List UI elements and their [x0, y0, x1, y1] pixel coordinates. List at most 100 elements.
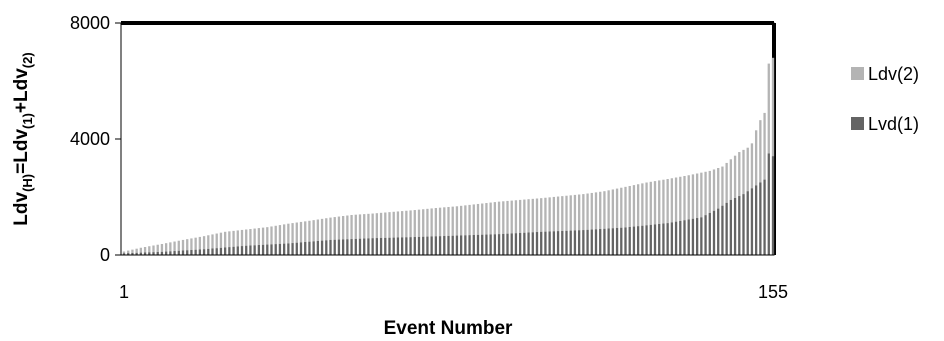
- bar-lvd1-20: [202, 249, 206, 255]
- bar-ldv2-84: [472, 204, 475, 235]
- bar-ldv2-79: [451, 206, 454, 236]
- bar-lvd1-67: [400, 237, 404, 255]
- bar-ldv2-155: [771, 57, 775, 157]
- bar-lvd1-43: [299, 242, 303, 255]
- bar-lvd1-104: [556, 231, 560, 255]
- bar-ldv2-19: [198, 236, 202, 250]
- bar-lvd1-97: [527, 232, 530, 255]
- bar-lvd1-130: [666, 223, 669, 255]
- bar-ldv2-2: [127, 250, 130, 254]
- bar-lvd1-76: [438, 236, 442, 255]
- bar-lvd1-37: [274, 244, 277, 255]
- y-title-plus: +: [11, 102, 32, 113]
- x-tick-label-last: 155: [758, 282, 788, 302]
- bar-ldv2-100: [540, 198, 543, 232]
- bar-ldv2-15: [181, 239, 185, 251]
- bar-ldv2-86: [481, 203, 484, 235]
- bar-ldv2-147: [738, 152, 741, 197]
- bar-lvd1-154: [767, 153, 770, 255]
- bar-lvd1-100: [540, 231, 543, 255]
- bar-ldv2-85: [476, 203, 480, 235]
- bar-lvd1-44: [304, 242, 307, 255]
- bar-lvd1-40: [287, 243, 290, 255]
- bar-lvd1-58: [363, 238, 366, 255]
- bar-lvd1-39: [282, 243, 286, 255]
- bar-ldv2-61: [375, 213, 379, 239]
- bar-lvd1-125: [645, 225, 648, 255]
- bar-ldv2-133: [679, 176, 682, 221]
- bar-lvd1-36: [270, 244, 273, 255]
- bar-lvd1-59: [367, 238, 370, 255]
- bar-ldv2-20: [202, 236, 206, 250]
- bar-ldv2-134: [683, 176, 686, 221]
- bar-lvd1-88: [489, 234, 492, 255]
- bar-ldv2-144: [725, 162, 728, 203]
- bar-ldv2-46: [312, 220, 315, 242]
- bar-ldv2-68: [405, 210, 408, 238]
- bar-lvd1-143: [721, 205, 724, 255]
- bar-lvd1-132: [674, 221, 678, 255]
- bar-lvd1-65: [392, 237, 395, 255]
- bar-lvd1-50: [329, 239, 332, 255]
- bar-ldv2-40: [287, 223, 290, 244]
- bar-ldv2-69: [409, 210, 412, 238]
- bar-ldv2-139: [704, 171, 707, 216]
- bar-lvd1-48: [320, 240, 324, 255]
- bar-lvd1-150: [750, 188, 754, 255]
- bar-lvd1-3: [131, 252, 134, 255]
- bar-ldv2-152: [759, 120, 762, 183]
- bar-lvd1-93: [510, 233, 513, 255]
- bar-lvd1-98: [531, 232, 534, 255]
- bar-ldv2-16: [186, 239, 189, 251]
- bar-ldv2-1: [122, 251, 126, 254]
- bar-ldv2-116: [607, 190, 610, 229]
- bar-lvd1-155: [771, 156, 775, 255]
- bar-lvd1-142: [717, 208, 720, 255]
- bar-ldv2-78: [447, 206, 450, 236]
- bar-ldv2-23: [215, 233, 218, 249]
- bar-ldv2-90: [497, 201, 501, 235]
- bar-ldv2-25: [223, 231, 227, 248]
- bar-lvd1-55: [350, 239, 353, 255]
- bar-ldv2-49: [325, 218, 328, 241]
- bar-ldv2-151: [754, 130, 758, 186]
- bar-lvd1-82: [464, 235, 467, 255]
- bar-ldv2-128: [658, 180, 661, 224]
- bar-ldv2-107: [569, 195, 572, 231]
- bar-lvd1-129: [662, 223, 665, 255]
- bar-lvd1-35: [266, 244, 269, 255]
- bar-lvd1-89: [493, 234, 497, 255]
- bar-lvd1-28: [236, 246, 239, 255]
- bar-ldv2-73: [426, 208, 429, 237]
- bar-lvd1-49: [325, 240, 328, 255]
- bar-lvd1-23: [215, 248, 218, 255]
- bar-lvd1-8: [152, 252, 155, 255]
- bar-ldv2-74: [430, 208, 433, 237]
- bar-lvd1-131: [670, 222, 674, 256]
- bar-ldv2-117: [611, 189, 615, 229]
- bar-lvd1-116: [607, 228, 610, 255]
- bar-ldv2-111: [586, 193, 589, 230]
- bar-lvd1-135: [687, 219, 690, 255]
- bar-lvd1-152: [759, 182, 762, 255]
- bar-lvd1-26: [228, 247, 231, 255]
- y-title-base2: Ldv: [11, 68, 32, 102]
- bar-ldv2-77: [443, 207, 446, 236]
- bar-ldv2-146: [733, 155, 737, 198]
- bar-ldv2-82: [464, 205, 467, 236]
- bar-lvd1-69: [409, 237, 412, 255]
- bar-lvd1-108: [573, 230, 577, 255]
- bar-ldv2-123: [636, 184, 640, 227]
- bar-lvd1-83: [468, 235, 471, 255]
- bar-ldv2-39: [282, 224, 286, 244]
- bar-lvd1-70: [413, 237, 416, 255]
- bar-ldv2-145: [729, 159, 733, 200]
- bar-ldv2-89: [493, 202, 497, 235]
- bar-ldv2-18: [194, 237, 197, 250]
- bar-lvd1-115: [603, 228, 606, 255]
- bar-ldv2-153: [763, 112, 766, 180]
- bar-ldv2-108: [573, 194, 577, 231]
- bar-lvd1-114: [599, 229, 602, 255]
- bar-ldv2-29: [240, 229, 244, 247]
- bar-ldv2-140: [708, 170, 711, 213]
